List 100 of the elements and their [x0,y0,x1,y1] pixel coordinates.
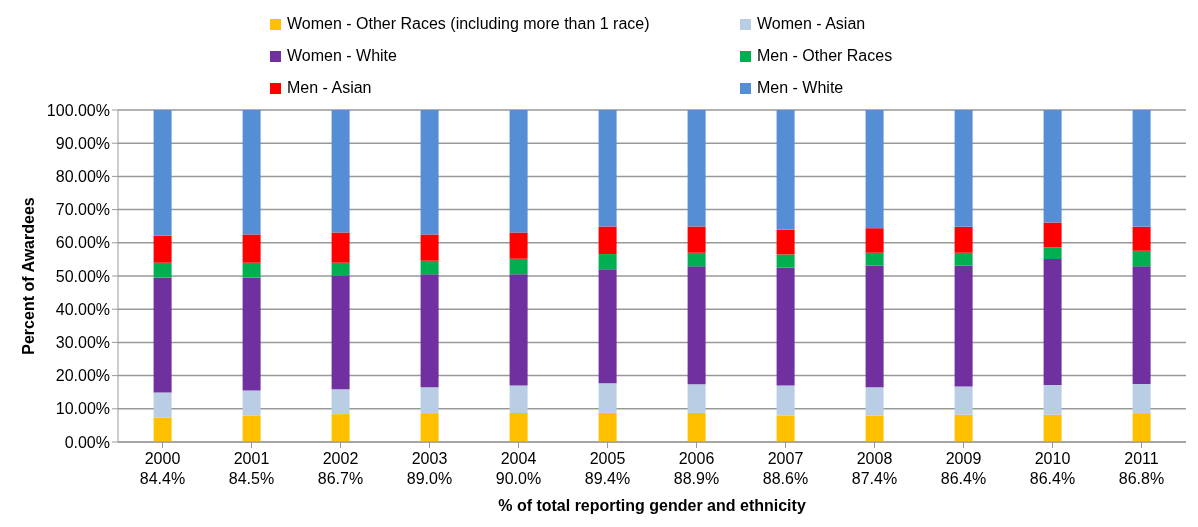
bar [1043,414,1062,442]
x-tick-label: 2007 88.6% [762,450,809,487]
bar [1132,413,1151,442]
x-tick-label: 2009 86.4% [940,450,987,487]
bar [776,229,795,255]
bar [242,234,261,263]
bar [509,232,528,259]
bar [420,234,439,261]
bar [420,387,439,414]
x-tick-label: 2008 87.4% [851,450,898,487]
bar [1043,247,1062,260]
bar [420,413,439,442]
x-tick-label: 2011 86.8% [1118,450,1165,487]
bar [331,414,350,442]
bar [776,110,795,230]
bar [865,415,884,442]
bar [776,415,795,442]
bar [954,386,973,415]
bar [331,276,350,390]
bar [420,110,439,235]
bar [598,412,617,442]
bar [1132,383,1151,414]
bar [954,110,973,227]
bar [509,258,528,275]
x-tick-label: 2004 90.0% [495,450,542,487]
bar [420,274,439,388]
x-tick-label: 2003 89.0% [406,450,453,487]
bar [1132,226,1151,251]
bar [687,412,706,442]
bar [331,110,350,233]
bar [865,228,884,253]
x-tick-label: 2010 86.4% [1029,450,1076,487]
legend-label: Women - Other Races (including more than 1 race) [287,15,650,33]
bar [153,392,172,418]
x-tick-label: 2002 86.7% [317,450,364,487]
bar [687,110,706,227]
bar [1132,266,1151,384]
legend-label: Women - Asian [757,15,866,33]
bar [865,252,884,266]
bar [153,262,172,278]
x-tick-label: 2001 84.5% [228,450,275,487]
bar [598,226,617,255]
bar [776,267,795,386]
bar [242,390,261,416]
bar [331,232,350,263]
bar [331,262,350,276]
bar [242,262,261,278]
bar [509,274,528,386]
bar [1132,250,1151,267]
x-tick-label: 2006 88.9% [673,450,720,487]
bar [865,387,884,416]
bar [153,235,172,263]
bar [509,413,528,442]
x-tick-label: 2005 89.4% [584,450,631,487]
x-axis-title: % of total reporting gender and ethnicity [498,497,806,515]
bar [865,265,884,388]
bar [242,277,261,391]
bar [687,384,706,413]
bar [954,414,973,442]
bar [242,415,261,442]
y-tick-label: 10.00% [55,400,110,418]
bar [420,260,439,275]
y-tick-label: 80.00% [55,168,110,186]
y-tick-label: 70.00% [55,201,110,219]
bar [776,385,795,416]
bar [954,265,973,387]
bar [331,389,350,415]
y-tick-label: 90.00% [55,134,110,152]
bar [865,110,884,229]
bar [509,385,528,414]
legend-label: Men - Other Races [757,47,893,65]
y-tick-label: 100.00% [46,101,110,119]
bar [598,269,617,384]
legend-label: Men - White [757,79,844,97]
y-tick-label: 60.00% [55,234,110,252]
y-tick-label: 50.00% [55,267,110,285]
bar [242,110,261,235]
y-axis-title: Percent of Awardees [19,197,37,355]
bar [687,226,706,253]
bar [598,110,617,227]
y-tick-label: 0.00% [64,433,110,451]
bar [1043,259,1062,385]
y-tick-label: 20.00% [55,367,110,385]
bar [1043,222,1062,248]
bar [509,110,528,233]
bar [687,252,706,267]
bar [1043,384,1062,415]
bar [687,266,706,385]
bar [1043,110,1062,223]
x-tick-label: 2000 84.4% [139,450,186,487]
bar [598,254,617,270]
y-tick-label: 40.00% [55,300,110,318]
bar [153,417,172,442]
bar [1132,110,1151,227]
bar [598,383,617,413]
legend-label: Women - White [287,47,397,65]
bar [954,252,973,266]
legend-label: Men - Asian [287,79,372,97]
y-tick-label: 30.00% [55,334,110,352]
bar [776,254,795,268]
